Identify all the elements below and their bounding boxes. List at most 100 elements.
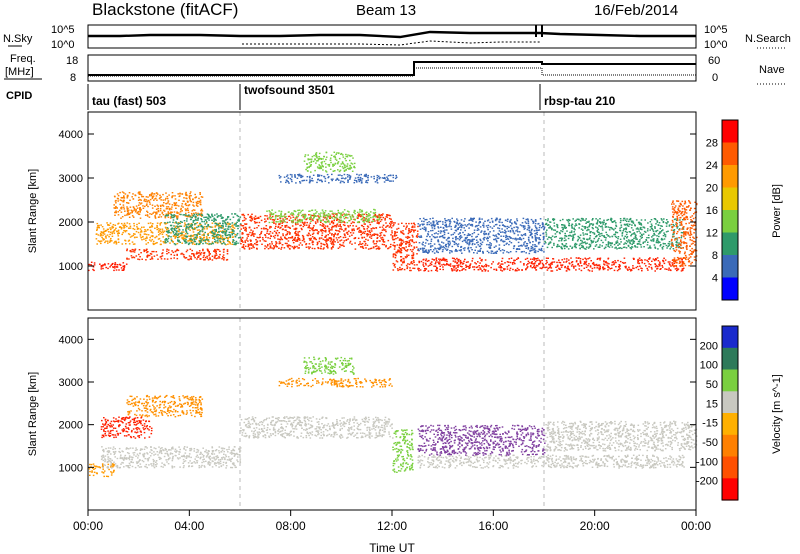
power-cell (220, 235, 222, 238)
power-cell (146, 211, 149, 214)
power-cell (607, 258, 609, 260)
power-cell (331, 225, 334, 228)
power-cell (507, 261, 510, 263)
power-cell (321, 163, 323, 165)
power-band-4 (164, 213, 242, 246)
power-cell (405, 243, 407, 245)
power-cell (291, 237, 294, 239)
power-cell (392, 269, 395, 271)
power-cell (382, 224, 385, 226)
power-cell (526, 266, 529, 268)
power-cell (344, 228, 347, 230)
power-cell (535, 232, 537, 235)
power-cell (205, 222, 208, 224)
power-cell (486, 226, 489, 229)
power-cell (441, 235, 443, 238)
power-cell (564, 232, 566, 235)
power-cell (363, 228, 365, 230)
power-cell (376, 174, 379, 177)
power-cell (288, 244, 290, 246)
power-cell (374, 211, 377, 214)
power-cell (221, 231, 223, 233)
power-cell (158, 230, 160, 232)
power-cell (239, 230, 241, 232)
power-cell (438, 263, 441, 265)
power-cell (646, 230, 649, 232)
power-cell (204, 216, 207, 218)
power-cell (558, 245, 561, 247)
power-cell (336, 230, 338, 232)
power-cell (151, 258, 154, 260)
power-cell (377, 234, 379, 236)
power-cell (501, 257, 504, 260)
power-cell (141, 195, 143, 198)
power-cell (390, 234, 392, 236)
power-cell (149, 203, 151, 205)
power-cell (655, 258, 657, 260)
power-cell (626, 268, 629, 270)
power-cell (136, 212, 138, 214)
power-cell (117, 229, 120, 231)
power-cell (310, 179, 312, 182)
power-cell (154, 216, 157, 218)
power-cell (200, 223, 202, 226)
power-cell (282, 228, 284, 230)
power-cell (630, 239, 633, 241)
power-cell (449, 242, 451, 244)
power-cell (108, 241, 111, 243)
power-cell (289, 233, 291, 235)
power-cell (284, 213, 287, 215)
power-cell (337, 247, 340, 249)
power-cell (406, 240, 408, 243)
power-cell (421, 220, 423, 222)
power-cell (105, 240, 107, 242)
power-cell (332, 222, 335, 225)
power-cell (186, 207, 189, 210)
power-cell (372, 246, 375, 248)
power-cell (282, 218, 284, 220)
power-cell (279, 219, 282, 222)
power-cell (276, 229, 279, 232)
power-cell (591, 267, 594, 270)
power-cell (286, 244, 289, 247)
power-cell (598, 264, 601, 266)
power-cell (506, 238, 509, 240)
power-cell (356, 173, 358, 176)
power-cell (315, 154, 318, 156)
power-cell (171, 206, 173, 208)
power-cell (403, 247, 405, 249)
power-cell (489, 221, 491, 224)
power-cell (456, 244, 459, 246)
power-cell (126, 222, 129, 224)
power-cell (624, 265, 626, 268)
power-cell (441, 241, 443, 243)
power-cell (649, 257, 651, 259)
power-cell (285, 234, 287, 236)
power-cell (536, 259, 538, 262)
power-cell (316, 229, 318, 231)
power-cell (674, 218, 677, 220)
power-cell (282, 234, 284, 237)
power-cell (404, 249, 407, 252)
power-cell (139, 228, 142, 230)
power-cell (222, 227, 224, 229)
power-cell (339, 236, 342, 238)
power-cell (308, 214, 310, 216)
power-cell (329, 232, 331, 234)
power-cell (493, 246, 496, 248)
power-cell (189, 226, 191, 228)
power-cell (464, 240, 466, 242)
power-cell (351, 214, 354, 216)
power-cell (207, 232, 209, 235)
power-cell (303, 218, 306, 220)
power-cell (162, 249, 164, 251)
power-cell (540, 226, 543, 229)
power-cell (445, 264, 448, 266)
power-cell (520, 238, 522, 240)
power-cell (170, 236, 172, 238)
power-cell (591, 262, 594, 265)
power-cell (95, 233, 98, 235)
power-cell (513, 232, 516, 235)
power-cell (187, 209, 189, 211)
